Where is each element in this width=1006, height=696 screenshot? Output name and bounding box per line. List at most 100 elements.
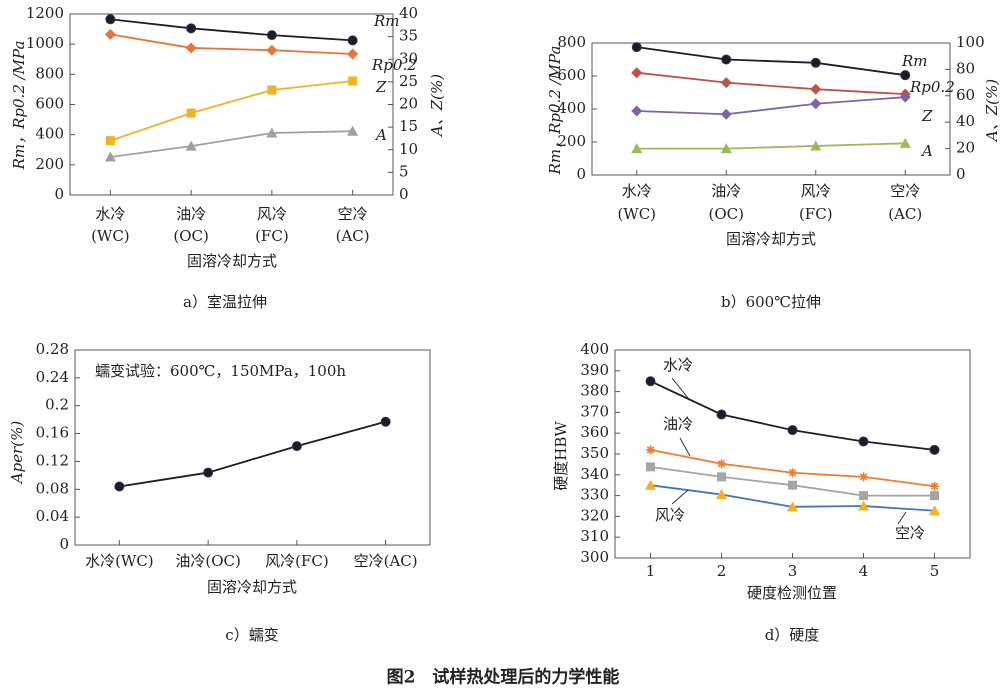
chart-caption: c）蠕变 (225, 626, 278, 644)
y-tick-label: 340 (580, 465, 609, 483)
x-tick-label: 空冷 (338, 205, 368, 223)
leader-line (671, 377, 689, 399)
x-tick-label: 油冷(OC) (175, 552, 240, 570)
y2-tick-label: 10 (399, 140, 418, 158)
y2-tick-label: 15 (399, 117, 418, 135)
marker (810, 98, 822, 110)
y2-tick-label: 0 (399, 185, 409, 203)
marker (646, 445, 655, 455)
x-tick-label: (OC) (709, 205, 744, 223)
x-tick-label: 水冷(WC) (85, 552, 154, 570)
marker (645, 479, 656, 490)
marker (380, 416, 391, 427)
marker (899, 91, 911, 103)
plot-frame (69, 13, 394, 196)
y-tick-label: 0.2 (45, 396, 69, 414)
y-tick-label: 380 (580, 382, 609, 400)
marker (717, 472, 726, 482)
y-tick-label: 200 (35, 155, 64, 173)
y-tick-label: 800 (35, 64, 64, 82)
y-tick-label: 360 (580, 423, 609, 441)
marker (186, 108, 196, 118)
marker (929, 505, 940, 516)
x-tick-label: (AC) (336, 227, 370, 245)
marker (645, 376, 656, 387)
y-tick-label: 1200 (26, 4, 64, 22)
y-tick-label: 400 (557, 99, 586, 117)
x-tick-label: 3 (788, 562, 798, 580)
figure-caption: 图2 试样热处理后的力学性能 (387, 667, 620, 688)
marker (347, 48, 359, 60)
y2-tick-label: 20 (399, 95, 418, 113)
x-axis-label: 硬度检测位置 (747, 584, 837, 602)
y-tick-label: 1000 (26, 34, 64, 52)
marker (899, 137, 911, 148)
y2-tick-label: 5 (399, 162, 409, 180)
x-tick-label: 风冷(FC) (265, 552, 329, 570)
y-tick-label: 330 (580, 486, 609, 504)
marker (114, 481, 125, 492)
marker (858, 436, 869, 447)
x-tick-label: (OC) (173, 227, 208, 245)
marker (348, 76, 358, 86)
plot-frame (74, 349, 431, 546)
series-label: Z (375, 78, 387, 96)
series-line (110, 130, 353, 158)
marker (720, 77, 732, 89)
marker (266, 30, 277, 41)
y-tick-label: 0.28 (36, 340, 69, 358)
y2-axis-label: A、Z(%) (983, 79, 1001, 143)
leader-line (671, 489, 689, 505)
y2-axis-label: A、Z(%) (428, 74, 446, 138)
series-label: A (920, 142, 933, 160)
marker (858, 500, 869, 511)
leader-line (897, 511, 907, 525)
x-tick-label: (WC) (617, 205, 656, 223)
series-line (110, 80, 353, 142)
series-line (110, 33, 353, 55)
marker (720, 143, 732, 154)
marker (859, 491, 868, 501)
x-tick-label: (FC) (799, 205, 833, 223)
marker (104, 151, 116, 162)
x-tick-label: 风冷 (257, 205, 287, 223)
marker (900, 70, 911, 81)
x-tick-label: 1 (646, 562, 656, 580)
y2-tick-label: 0 (956, 165, 966, 183)
y2-tick-label: 30 (399, 49, 418, 67)
series-line (636, 142, 906, 150)
y-tick-label: 200 (557, 132, 586, 150)
marker (267, 85, 277, 95)
y2-tick-label: 60 (956, 86, 975, 104)
marker (104, 28, 116, 40)
series-label: 风冷 (655, 506, 685, 524)
y-tick-label: 400 (580, 340, 609, 358)
y-tick-label: 0 (576, 165, 586, 183)
y-axis-label: Aper(%) (8, 421, 26, 486)
y-tick-label: 0.12 (36, 451, 69, 469)
marker (930, 481, 939, 491)
marker (787, 501, 798, 512)
marker (266, 127, 278, 138)
marker (105, 14, 116, 25)
series-label: 空冷 (895, 524, 925, 542)
series-line (636, 46, 906, 77)
series-label: Rp0.2 (371, 56, 417, 74)
y-tick-label: 0 (54, 185, 64, 203)
marker (646, 462, 655, 472)
series-label: 油冷 (663, 415, 693, 433)
marker (631, 67, 643, 79)
y2-tick-label: 25 (399, 72, 418, 90)
chart-caption: d）硬度 (765, 626, 820, 644)
leader-line (679, 437, 691, 457)
x-tick-label: 水冷 (95, 205, 125, 223)
marker (631, 143, 643, 154)
series-label: Z (921, 107, 933, 125)
y2-tick-label: 40 (956, 112, 975, 130)
marker (185, 140, 197, 151)
series-label: Rp0.2 (909, 78, 955, 96)
x-axis-label: 固溶冷却方式 (187, 252, 277, 270)
x-tick-label: 空冷(AC) (354, 552, 418, 570)
chart-caption: a）室温拉伸 (183, 293, 267, 311)
marker (859, 472, 868, 482)
